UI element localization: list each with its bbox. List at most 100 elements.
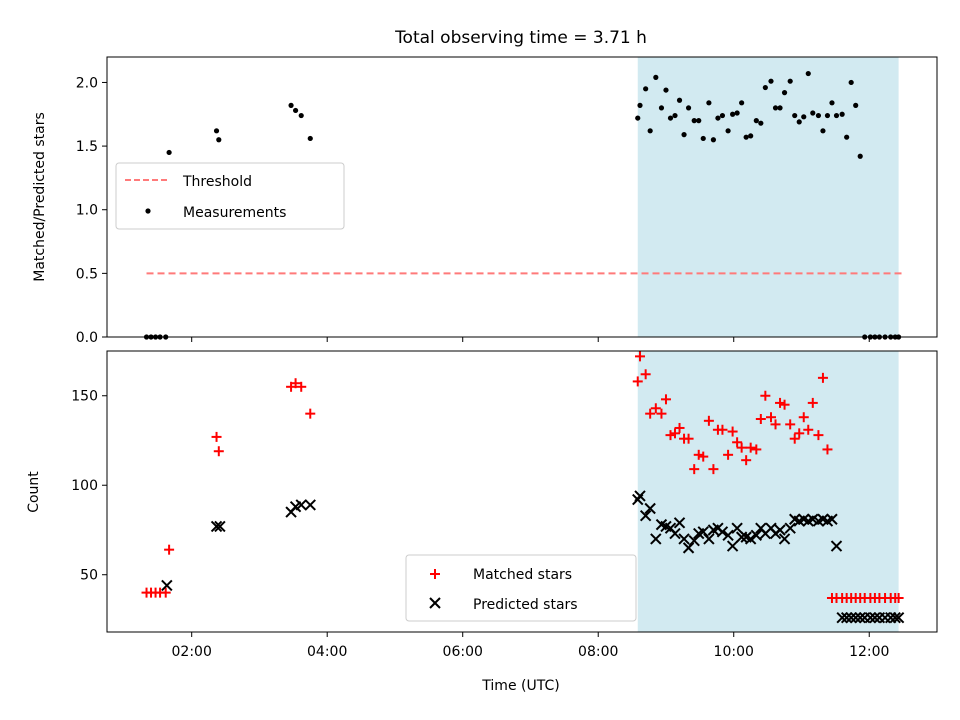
predicted-star-point xyxy=(716,526,729,538)
matched-star-point xyxy=(727,426,738,437)
predicted-star-point xyxy=(161,579,173,592)
matched-star-point xyxy=(741,455,752,466)
y-tick-label: 0.0 xyxy=(76,330,98,346)
predicted-star-point xyxy=(673,517,686,529)
ratio-series xyxy=(143,70,904,340)
measurement-point xyxy=(787,78,793,84)
predicted-star-point xyxy=(697,526,709,538)
predicted-star-point xyxy=(889,611,901,624)
matched-star-point xyxy=(893,592,904,603)
measurement-point xyxy=(853,102,859,108)
matched-star-point xyxy=(211,431,222,442)
top-legend: Threshold Measurements xyxy=(115,162,345,230)
bottom-legend: Matched stars Predicted stars xyxy=(405,554,637,622)
predicted-star-point xyxy=(750,529,763,542)
threshold-legend-label: Threshold xyxy=(182,174,252,190)
x-tick-label: 12:00 xyxy=(849,644,889,660)
measurement-point xyxy=(768,78,774,84)
predicted-star-point xyxy=(774,524,786,536)
predicted-star-point xyxy=(836,611,848,624)
matched-star-point xyxy=(789,433,800,444)
measurement-point xyxy=(748,133,754,139)
top-axes-frame xyxy=(106,56,938,338)
matched-star-point xyxy=(650,403,661,414)
measurement-point xyxy=(810,110,816,116)
x-tick-label: 06:00 xyxy=(443,644,483,660)
bottom-y-ticks: 50 100 150 xyxy=(71,389,107,584)
matched-star-point xyxy=(683,433,694,444)
matched-star-point xyxy=(164,544,175,555)
matched-star-point xyxy=(798,412,809,423)
measurement-point xyxy=(781,90,788,96)
predicted-star-point xyxy=(830,540,843,552)
measurement-point xyxy=(681,132,687,138)
measurement-point xyxy=(839,111,845,117)
y-tick-label: 150 xyxy=(71,389,98,405)
measurement-point xyxy=(753,118,759,124)
measurement-point xyxy=(805,70,811,77)
matched-star-point xyxy=(817,372,828,383)
measurement-point xyxy=(801,114,807,120)
measurement-point xyxy=(658,105,665,111)
predicted-star-point xyxy=(682,542,695,554)
measurement-point xyxy=(719,112,726,119)
measurement-point xyxy=(653,74,659,80)
x-tick-label: 10:00 xyxy=(714,644,754,660)
predicted-star-point xyxy=(892,611,905,624)
predicted-star-point xyxy=(735,531,748,543)
top-y-ticks: 0.0 0.5 1.0 1.5 2.0 xyxy=(76,75,107,346)
matched-star-point xyxy=(698,451,709,462)
observing-window-shade-bottom xyxy=(637,351,899,632)
matched-star-point xyxy=(640,369,651,380)
matched-star-point xyxy=(290,378,301,389)
predicted-stars-legend-swatch xyxy=(429,597,441,609)
bottom-y-axis-label: Count xyxy=(26,471,42,513)
matched-star-point xyxy=(775,397,786,408)
matched-star-point xyxy=(760,390,771,401)
predicted-star-point xyxy=(634,490,646,502)
y-tick-label: 1.0 xyxy=(76,203,98,219)
matched-stars-legend-swatch xyxy=(430,569,440,579)
measurement-point xyxy=(715,115,721,121)
matched-star-point xyxy=(656,408,667,419)
measurement-point xyxy=(288,102,294,108)
measurement-point xyxy=(213,128,220,134)
matched-star-point xyxy=(745,442,756,453)
observing-window-shade xyxy=(637,57,899,337)
predicted-star-point xyxy=(864,611,877,624)
matched-star-point xyxy=(779,399,790,410)
predicted-star-point xyxy=(854,611,866,624)
y-tick-label: 0.5 xyxy=(76,266,98,282)
measurement-point xyxy=(663,87,669,93)
top-y-axis-label: Matched/Predicted stars xyxy=(32,112,48,282)
measurements-legend-swatch xyxy=(145,208,151,214)
measurement-point xyxy=(710,137,717,143)
measurement-point xyxy=(824,112,831,119)
measurement-point xyxy=(307,135,313,142)
y-tick-label: 2.0 xyxy=(76,75,98,91)
matched-star-point xyxy=(785,419,796,430)
matched-star-point xyxy=(160,587,171,598)
x-axis-label: Time (UTC) xyxy=(481,678,559,694)
measurement-point xyxy=(772,105,779,111)
measurement-point xyxy=(672,112,678,119)
matched-star-point xyxy=(822,444,833,455)
measurement-point xyxy=(758,120,764,126)
predicted-star-point xyxy=(722,529,734,542)
measurement-point xyxy=(725,128,731,134)
x-tick-label: 04:00 xyxy=(307,644,347,660)
measurement-point xyxy=(796,119,802,125)
predicted-star-point xyxy=(744,533,757,545)
predicted-star-point xyxy=(826,513,838,525)
matched-star-point xyxy=(803,424,814,435)
predicted-star-point xyxy=(304,499,316,511)
predicted-star-point xyxy=(869,611,881,624)
y-tick-label: 50 xyxy=(80,568,98,584)
measurement-point xyxy=(829,100,835,106)
count-series xyxy=(141,351,905,624)
measurement-point xyxy=(696,118,702,124)
measurement-point xyxy=(857,153,863,159)
predicted-star-point xyxy=(840,611,853,624)
matched-star-point xyxy=(794,428,805,439)
